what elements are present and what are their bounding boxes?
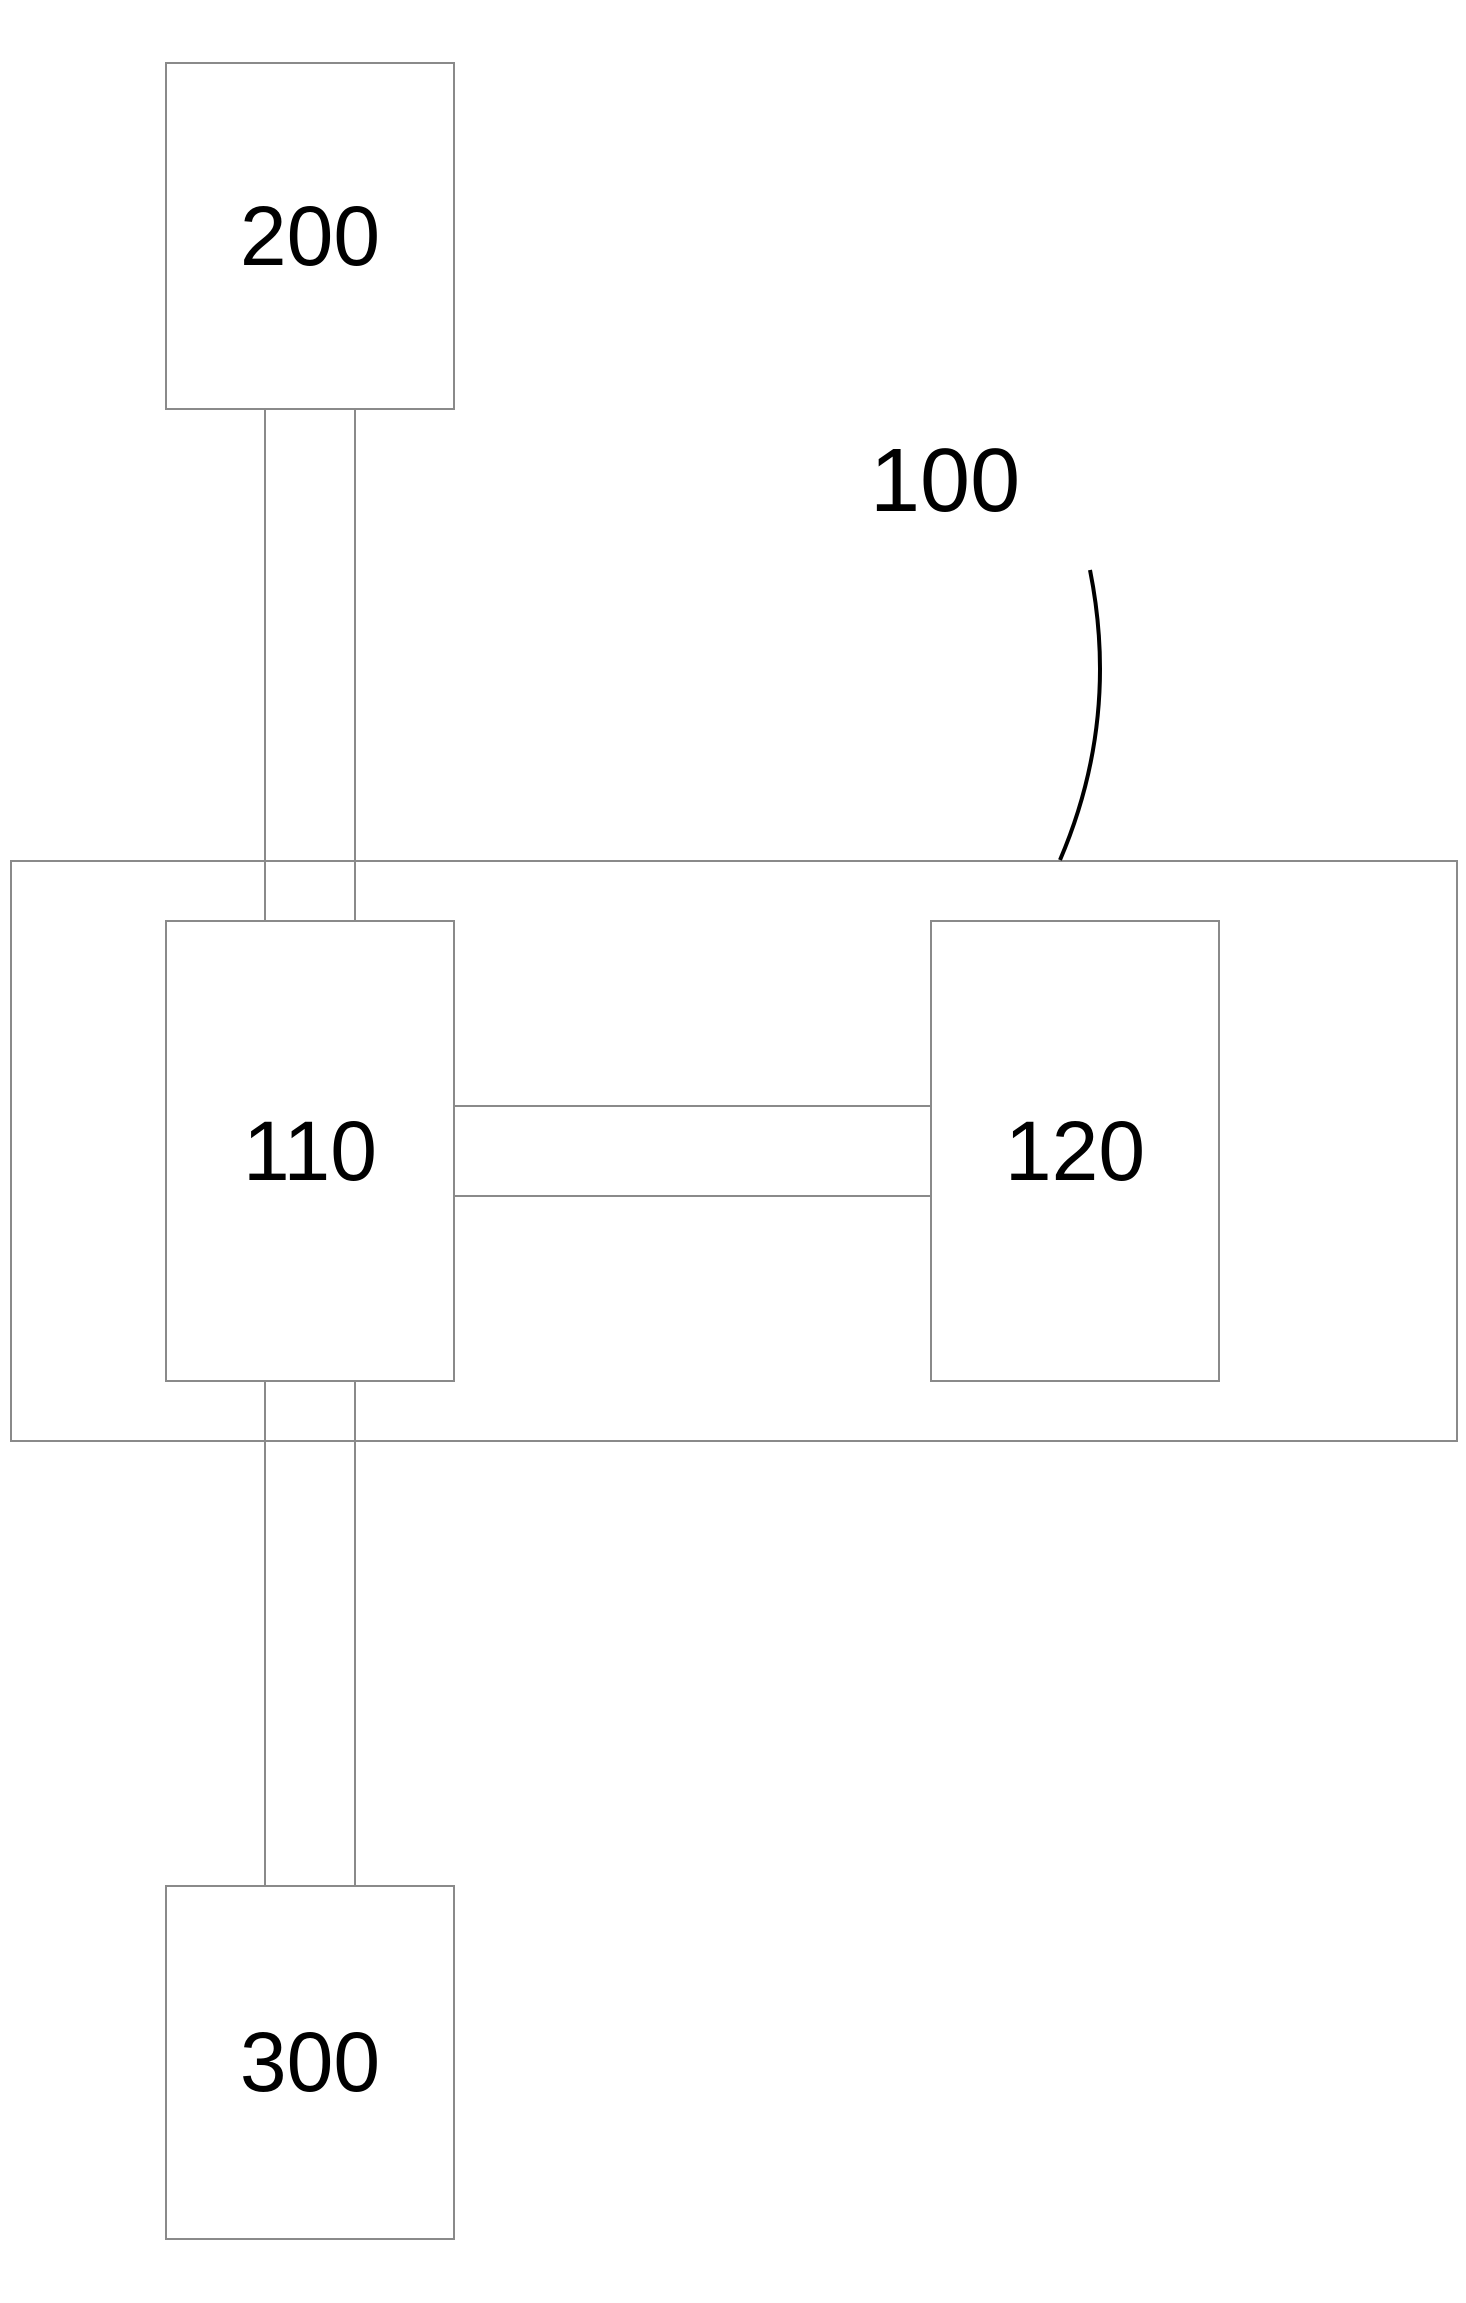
box-300: 300 bbox=[165, 1885, 455, 2240]
box-120: 120 bbox=[930, 920, 1220, 1382]
box-300-label: 300 bbox=[240, 2014, 380, 2111]
connector-200-to-110 bbox=[264, 410, 356, 920]
lead-line-path bbox=[1060, 570, 1100, 860]
connector-110-to-300 bbox=[264, 1382, 356, 1885]
box-110-label: 110 bbox=[243, 1103, 377, 1200]
box-200-label: 200 bbox=[240, 188, 380, 285]
box-120-label: 120 bbox=[1005, 1103, 1145, 1200]
reference-label-100: 100 bbox=[870, 430, 1020, 533]
box-110: 110 bbox=[165, 920, 455, 1382]
box-200: 200 bbox=[165, 62, 455, 410]
